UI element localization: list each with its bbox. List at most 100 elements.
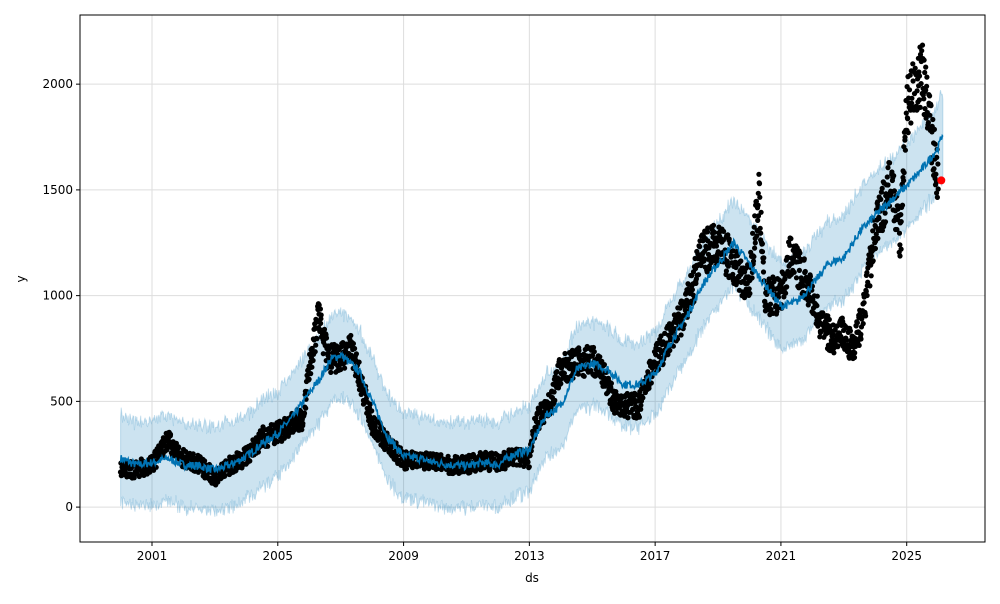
actual-point: [854, 320, 861, 326]
actual-point: [755, 213, 762, 219]
actual-point: [710, 222, 717, 228]
x-tick-label: 2005: [263, 549, 294, 563]
actual-point: [318, 320, 324, 326]
actual-point: [906, 87, 913, 93]
actual-point: [756, 181, 763, 187]
actual-point: [927, 93, 933, 99]
actual-point: [353, 351, 359, 357]
actual-point: [552, 397, 558, 403]
new-points: [937, 176, 946, 185]
actual-point: [863, 288, 869, 294]
actual-point: [922, 106, 928, 112]
actual-point: [930, 116, 936, 123]
actual-point: [898, 219, 904, 225]
x-tick-label: 2001: [137, 549, 168, 563]
actual-point: [814, 293, 820, 299]
actual-point: [558, 381, 564, 387]
actual-point: [725, 232, 731, 238]
actual-point: [601, 362, 608, 368]
actual-point: [759, 249, 766, 255]
actual-point: [167, 431, 174, 437]
actual-point: [864, 270, 870, 276]
actual-point: [752, 213, 758, 219]
actual-point: [757, 225, 763, 231]
actual-point: [575, 371, 581, 377]
actual-point: [526, 464, 532, 470]
actual-point: [805, 302, 811, 308]
actual-point: [931, 126, 938, 132]
actual-point: [875, 235, 881, 241]
actual-point: [723, 268, 730, 274]
actual-point: [899, 202, 906, 208]
actual-point: [933, 171, 939, 177]
actual-point: [646, 385, 652, 391]
actual-point: [923, 64, 929, 70]
actual-point: [902, 147, 909, 153]
actual-point: [875, 203, 881, 209]
actual-point: [757, 194, 763, 200]
actual-point: [705, 225, 711, 231]
actual-point: [581, 373, 587, 379]
actual-point: [902, 134, 908, 140]
actual-point: [153, 464, 159, 470]
actual-point: [638, 406, 644, 412]
actual-point: [590, 344, 597, 351]
actual-point: [755, 217, 761, 223]
actual-point: [658, 333, 664, 339]
actual-point: [303, 405, 309, 411]
actual-point: [802, 268, 808, 275]
actual-point: [638, 402, 644, 408]
actual-point: [751, 254, 757, 260]
actual-point: [870, 258, 876, 264]
actual-point: [910, 78, 916, 84]
actual-point: [746, 286, 752, 292]
actual-point: [222, 472, 228, 478]
actual-point: [321, 326, 328, 332]
actual-point: [750, 230, 756, 236]
actual-point: [931, 166, 937, 172]
actual-point: [316, 302, 322, 308]
actual-point: [760, 269, 767, 275]
actual-point: [934, 154, 940, 160]
actual-point: [752, 245, 758, 251]
actual-point: [445, 453, 451, 459]
actual-point: [591, 349, 597, 355]
actual-point: [788, 236, 794, 242]
y-tick-label: 0: [65, 500, 73, 514]
actual-point: [678, 332, 684, 338]
actual-point: [774, 308, 780, 315]
actual-point: [858, 336, 864, 342]
actual-point: [783, 290, 789, 296]
actual-point: [923, 87, 929, 93]
actual-point: [924, 74, 930, 80]
actual-point: [164, 447, 170, 453]
actual-point: [918, 81, 924, 87]
actual-point: [667, 347, 673, 353]
actual-point: [864, 292, 870, 299]
plot-frame: [79, 14, 986, 543]
actual-point: [898, 246, 904, 252]
actual-point: [711, 229, 718, 235]
actual-point: [887, 160, 893, 166]
actual-point: [348, 332, 354, 339]
actual-point: [817, 334, 823, 340]
actual-point: [856, 342, 862, 348]
yhat-line: [119, 133, 944, 474]
actual-point: [826, 316, 832, 323]
actual-point: [872, 245, 879, 252]
actual-point: [896, 230, 903, 236]
x-tick-label: 2025: [891, 549, 922, 563]
actual-point: [905, 116, 911, 122]
actual-point: [613, 389, 619, 395]
actual-point: [270, 422, 276, 428]
actual-point: [636, 414, 643, 420]
actual-point: [320, 351, 326, 357]
actual-point: [898, 212, 904, 218]
actual-point: [640, 395, 646, 401]
actual-point: [350, 341, 356, 347]
actual-point: [908, 120, 914, 126]
actual-point: [255, 449, 261, 455]
actual-point: [932, 141, 938, 147]
